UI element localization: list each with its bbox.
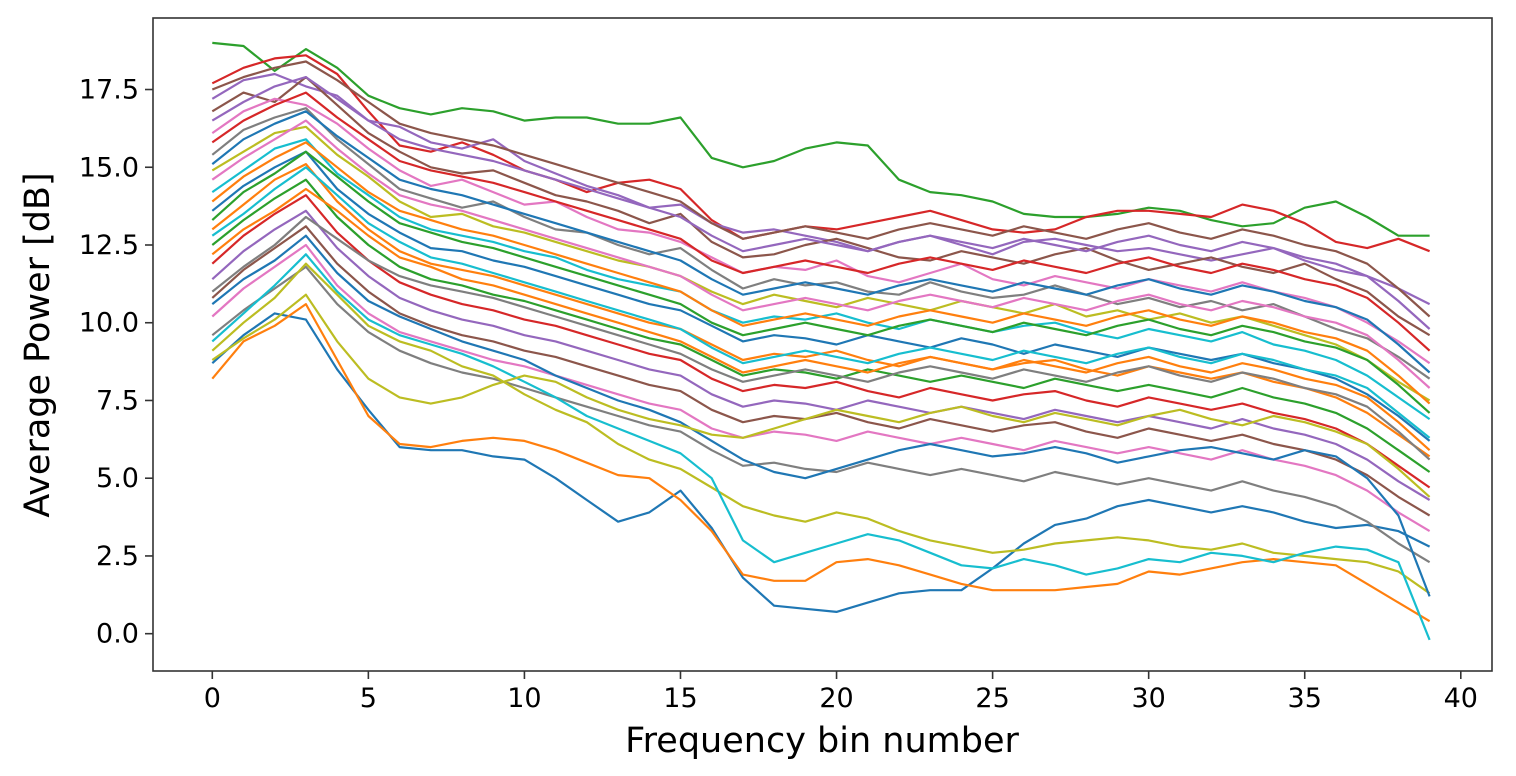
- x-axis-ticks: 0 5 10 15 20 25 30 35 40: [204, 671, 1478, 714]
- series-line-15: [211, 209, 1431, 501]
- series-line-5: [211, 72, 1431, 306]
- y-axis-ticks: 0.0 2.5 5.0 7.5 10.0 12.5 15.0 17.5: [79, 75, 153, 650]
- y-tick-label: 2.5: [96, 541, 139, 572]
- x-tick-label: 30: [1131, 683, 1165, 714]
- series-line-13: [211, 178, 1431, 473]
- series-line-27: [211, 119, 1431, 389]
- y-tick-label: 12.5: [79, 230, 139, 261]
- series-line-19: [211, 262, 1431, 595]
- series-line-29: [211, 293, 1431, 498]
- series-line-1: [211, 312, 1431, 614]
- y-tick-label: 10.0: [79, 308, 139, 339]
- series-line-14: [211, 194, 1431, 489]
- y-tick-label: 17.5: [79, 75, 139, 106]
- series-line-28: [211, 215, 1431, 461]
- series-line-18: [211, 265, 1431, 564]
- x-tick-label: 35: [1288, 683, 1322, 714]
- plot-frame: [152, 17, 1493, 672]
- series-line-23: [211, 150, 1431, 414]
- series-line-3: [212, 41, 1430, 237]
- y-tick-label: 7.5: [96, 385, 139, 416]
- y-tick-label: 0.0: [96, 619, 139, 650]
- series-line-7: [211, 97, 1431, 365]
- x-axis-label: Frequency bin number: [625, 721, 1019, 761]
- x-tick-label: 10: [507, 683, 541, 714]
- x-tick-label: 25: [975, 683, 1009, 714]
- x-tick-label: 40: [1444, 683, 1478, 714]
- series-line-26: [211, 60, 1431, 318]
- series-line-9: [211, 125, 1431, 402]
- series-line-11: [211, 150, 1431, 442]
- series-line-32: [211, 141, 1431, 405]
- series-line-24: [211, 91, 1431, 352]
- x-tick-label: 5: [360, 683, 377, 714]
- x-tick-label: 15: [663, 683, 697, 714]
- y-axis-label: Average Power [dB]: [18, 172, 58, 517]
- series-line-17: [211, 243, 1431, 533]
- series-line-4: [211, 54, 1431, 253]
- y-tick-label: 5.0: [96, 463, 139, 494]
- series-line-21: [211, 234, 1431, 597]
- series-layer: [211, 41, 1431, 641]
- series-line-22: [211, 187, 1431, 452]
- series-line-30: [211, 166, 1431, 439]
- series-line-25: [211, 75, 1431, 330]
- series-line-20: [211, 253, 1431, 641]
- y-tick-label: 15.0: [79, 152, 139, 183]
- series-line-2: [211, 303, 1431, 623]
- series-line-31: [211, 110, 1431, 374]
- series-line-16: [211, 225, 1431, 517]
- x-tick-label: 20: [819, 683, 853, 714]
- x-tick-label: 0: [204, 683, 221, 714]
